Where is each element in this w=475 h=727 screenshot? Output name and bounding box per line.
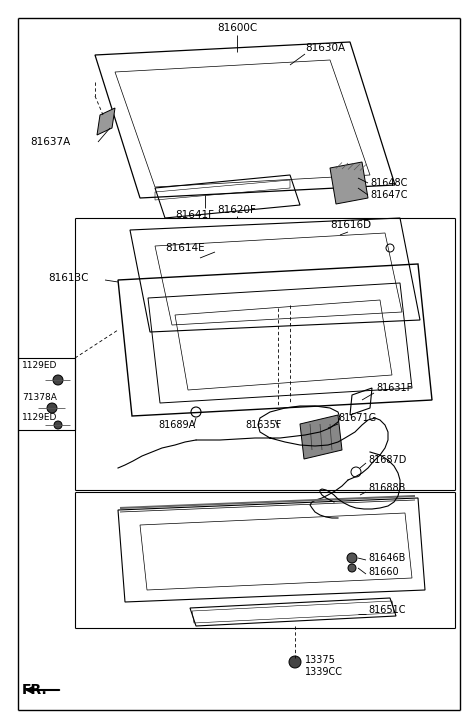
Text: 81647C: 81647C [370, 190, 408, 200]
Circle shape [54, 421, 62, 429]
Text: 81631F: 81631F [376, 383, 412, 393]
Text: 81641F: 81641F [175, 210, 214, 220]
Text: 81635F: 81635F [245, 420, 281, 430]
Text: 81689A: 81689A [158, 420, 195, 430]
Text: 1339CC: 1339CC [305, 667, 343, 677]
Text: 81651C: 81651C [368, 605, 406, 615]
Text: 1129ED: 1129ED [22, 414, 57, 422]
Text: 81630A: 81630A [305, 43, 345, 53]
Text: 81637A: 81637A [30, 137, 70, 147]
Text: 81613C: 81613C [48, 273, 88, 283]
Text: 81687D: 81687D [368, 455, 407, 465]
Text: FR.: FR. [22, 683, 48, 697]
Text: 81620F: 81620F [218, 205, 256, 215]
Text: 81616D: 81616D [330, 220, 371, 230]
Text: 1129ED: 1129ED [22, 361, 57, 369]
Text: 71378A: 71378A [22, 393, 57, 403]
Text: 81648C: 81648C [370, 178, 408, 188]
Text: 13375: 13375 [305, 655, 336, 665]
Text: 81600C: 81600C [217, 23, 257, 33]
Text: 81660: 81660 [368, 567, 399, 577]
Polygon shape [300, 415, 342, 459]
Text: 81614E: 81614E [165, 243, 205, 253]
Text: 81671G: 81671G [338, 413, 376, 423]
Circle shape [347, 553, 357, 563]
Polygon shape [97, 108, 115, 135]
Text: 81688B: 81688B [368, 483, 405, 493]
Circle shape [289, 656, 301, 668]
Polygon shape [330, 162, 368, 204]
Circle shape [47, 403, 57, 413]
Circle shape [348, 564, 356, 572]
Circle shape [53, 375, 63, 385]
Text: 81646B: 81646B [368, 553, 405, 563]
